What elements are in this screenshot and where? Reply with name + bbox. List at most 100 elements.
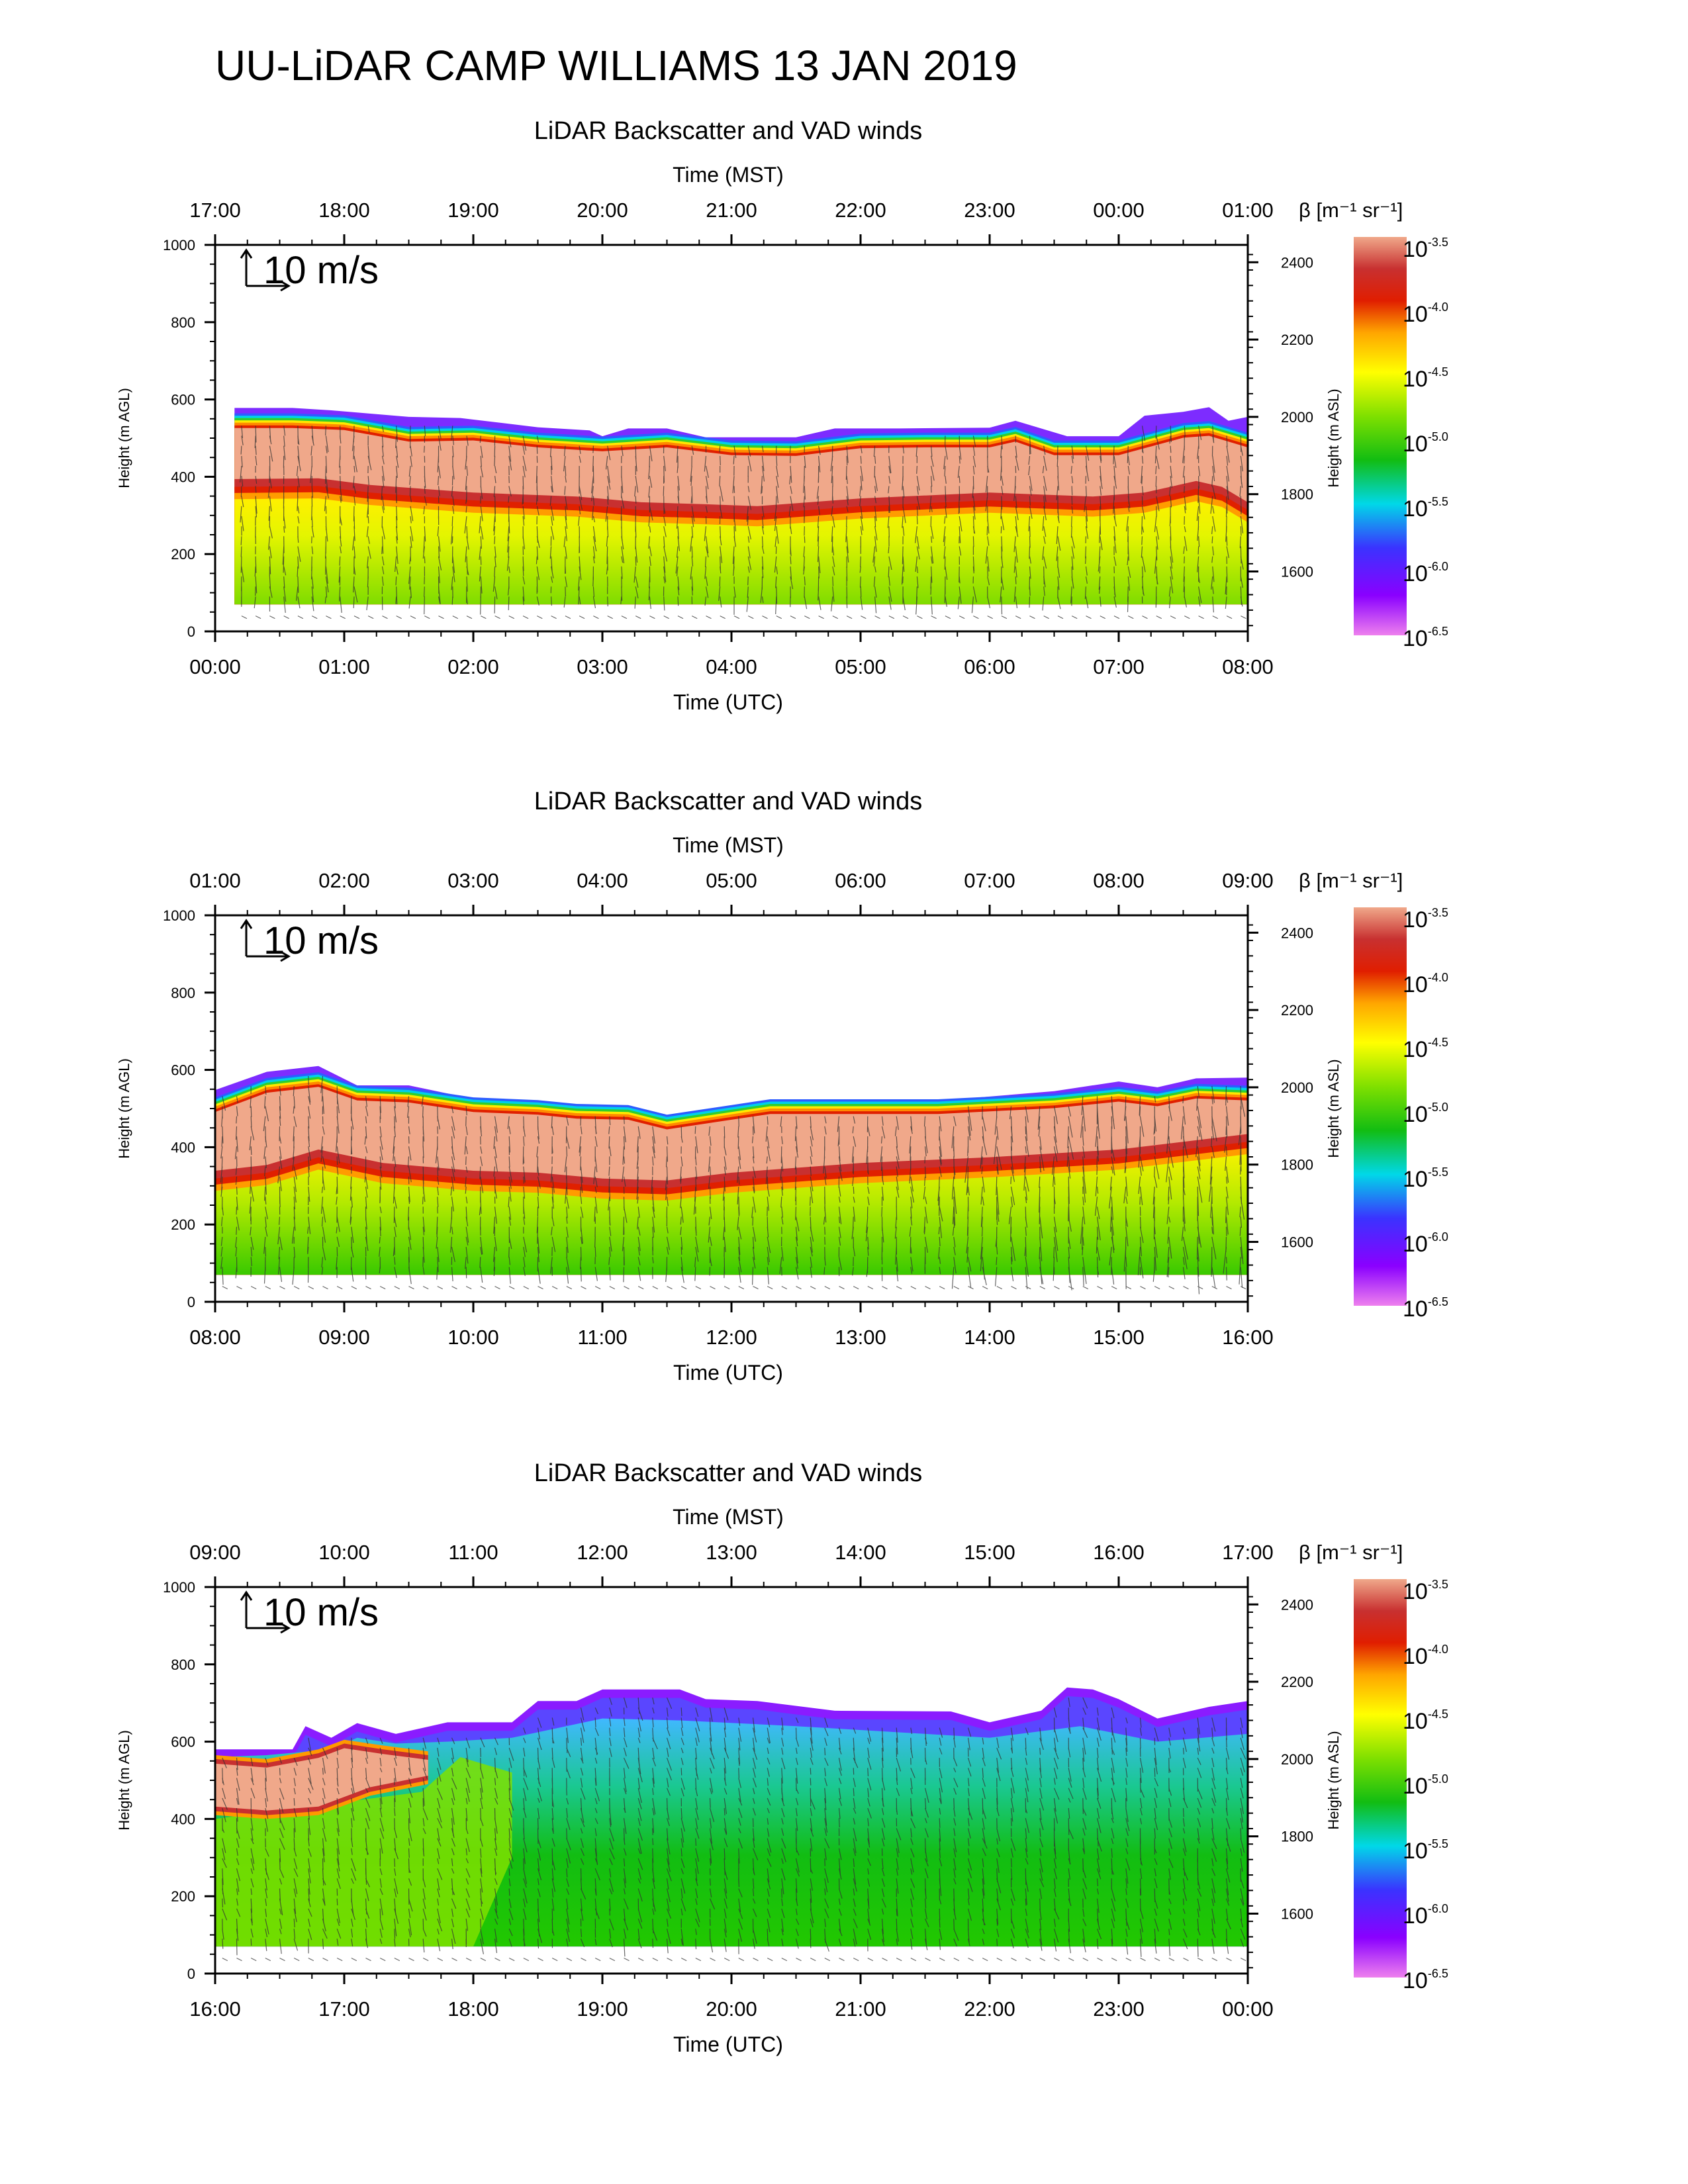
wind-arrow bbox=[1111, 1116, 1113, 1129]
wind-arrow bbox=[795, 1929, 799, 1936]
wind-arrow bbox=[1225, 1236, 1227, 1252]
wind-arrow bbox=[1212, 566, 1215, 582]
wind-arrow bbox=[752, 1156, 755, 1163]
wind-arrow bbox=[1054, 1958, 1060, 1962]
wind-arrow bbox=[967, 1788, 970, 1796]
wind-arrow bbox=[565, 465, 567, 477]
wind-arrow bbox=[422, 1778, 425, 1786]
wind-arrow bbox=[394, 1226, 397, 1238]
wind-arrow bbox=[609, 1888, 613, 1895]
wind-arrow bbox=[1043, 615, 1049, 619]
wind-arrow bbox=[810, 1888, 812, 1903]
wind-arrow bbox=[804, 615, 810, 619]
wind-arrow bbox=[551, 615, 557, 619]
wind-arrow bbox=[1082, 1156, 1085, 1177]
wind-arrow bbox=[580, 1898, 583, 1911]
wind-arrow bbox=[408, 1226, 412, 1240]
wind-arrow bbox=[1111, 1908, 1115, 1922]
wind-arrow bbox=[379, 1807, 383, 1817]
wind-arrow bbox=[1010, 1868, 1013, 1880]
wind-arrow bbox=[1142, 615, 1148, 619]
wind-arrow bbox=[982, 1858, 984, 1868]
wind-arrow bbox=[795, 1116, 798, 1129]
wind-arrow bbox=[838, 1908, 842, 1916]
wind-arrow bbox=[1025, 1136, 1029, 1158]
wind-arrow bbox=[465, 546, 467, 563]
wind-arrow bbox=[293, 1247, 295, 1258]
wind-arrow bbox=[465, 1166, 468, 1173]
wind-arrow bbox=[795, 1717, 799, 1723]
wind-arrow bbox=[508, 445, 512, 462]
wind-arrow bbox=[649, 596, 651, 610]
wind-arrow bbox=[538, 1958, 543, 1962]
wind-arrow bbox=[465, 1126, 468, 1136]
wind-arrow bbox=[846, 615, 853, 619]
wind-arrow bbox=[1225, 1166, 1229, 1183]
wind-arrow bbox=[1057, 596, 1061, 610]
wind-arrow bbox=[1082, 1717, 1085, 1731]
wind-arrow bbox=[996, 1286, 1003, 1290]
wind-arrow bbox=[1039, 1788, 1043, 1799]
wind-arrow bbox=[724, 1707, 729, 1721]
wind-arrow bbox=[1111, 1788, 1116, 1803]
wind-arrow bbox=[704, 455, 707, 472]
wind-arrow bbox=[241, 615, 248, 619]
wind-arrow bbox=[408, 1848, 410, 1858]
wind-arrow bbox=[1240, 1938, 1244, 1947]
wind-arrow bbox=[1053, 1848, 1056, 1860]
wind-arrow bbox=[1211, 1096, 1213, 1105]
colorbar-tick-label: 10-6.0 bbox=[1403, 1902, 1448, 1929]
wind-arrow bbox=[580, 1197, 583, 1205]
wind-arrow bbox=[254, 566, 256, 577]
wind-arrow bbox=[1197, 1768, 1202, 1778]
x-top-tick-label: 17:00 bbox=[1222, 1541, 1274, 1564]
wind-arrow bbox=[709, 1888, 712, 1897]
wind-arrow bbox=[336, 1197, 338, 1205]
wind-arrow bbox=[366, 596, 369, 611]
wind-arrow bbox=[649, 445, 653, 462]
wind-arrow bbox=[853, 1286, 859, 1290]
wind-arrow bbox=[1001, 615, 1008, 619]
wind-arrow bbox=[379, 1797, 382, 1809]
wind-arrow bbox=[1010, 1898, 1014, 1906]
wind-arrow bbox=[1154, 516, 1157, 532]
wind-arrow bbox=[594, 1236, 596, 1248]
wind-arrow bbox=[322, 1868, 324, 1886]
wind-arrow bbox=[924, 1236, 928, 1253]
wind-arrow bbox=[265, 1086, 267, 1095]
wind-arrow bbox=[394, 1096, 396, 1109]
wind-arrow bbox=[709, 1858, 712, 1866]
wind-arrow bbox=[494, 586, 498, 600]
wind-arrow bbox=[623, 1788, 627, 1795]
wind-arrow bbox=[451, 1246, 455, 1262]
wind-arrow bbox=[931, 445, 933, 457]
wind-arrow bbox=[1082, 1146, 1086, 1158]
wind-arrow bbox=[422, 1898, 426, 1909]
wind-arrow bbox=[853, 1848, 856, 1856]
wind-arrow bbox=[705, 465, 709, 478]
wind-arrow bbox=[623, 1818, 627, 1835]
wind-arrow bbox=[551, 1868, 554, 1881]
wind-arrow bbox=[324, 496, 326, 512]
wind-arrow bbox=[1038, 1116, 1041, 1129]
wind-arrow bbox=[1111, 1888, 1116, 1902]
wind-arrow bbox=[279, 1918, 282, 1929]
wind-arrow bbox=[537, 1878, 539, 1886]
wind-arrow bbox=[1025, 1818, 1030, 1833]
x-top-tick-label: 14:00 bbox=[835, 1541, 886, 1564]
wind-arrow bbox=[931, 596, 933, 615]
y2-tick-label: 1600 bbox=[1281, 1905, 1313, 1922]
wind-arrow bbox=[1068, 1868, 1070, 1880]
wind-arrow bbox=[810, 1286, 816, 1290]
wind-arrow bbox=[1113, 615, 1120, 619]
wind-arrow bbox=[824, 1737, 827, 1746]
wind-arrow bbox=[494, 445, 496, 457]
wind-arrow bbox=[896, 1898, 898, 1917]
wind-arrow bbox=[1226, 445, 1230, 463]
wind-arrow bbox=[846, 486, 849, 500]
wind-arrow bbox=[680, 1257, 683, 1271]
wind-arrow bbox=[566, 1267, 569, 1284]
wind-arrow bbox=[508, 1286, 515, 1290]
y-tick-label: 1000 bbox=[163, 907, 195, 924]
wind-arrow bbox=[265, 1888, 268, 1899]
